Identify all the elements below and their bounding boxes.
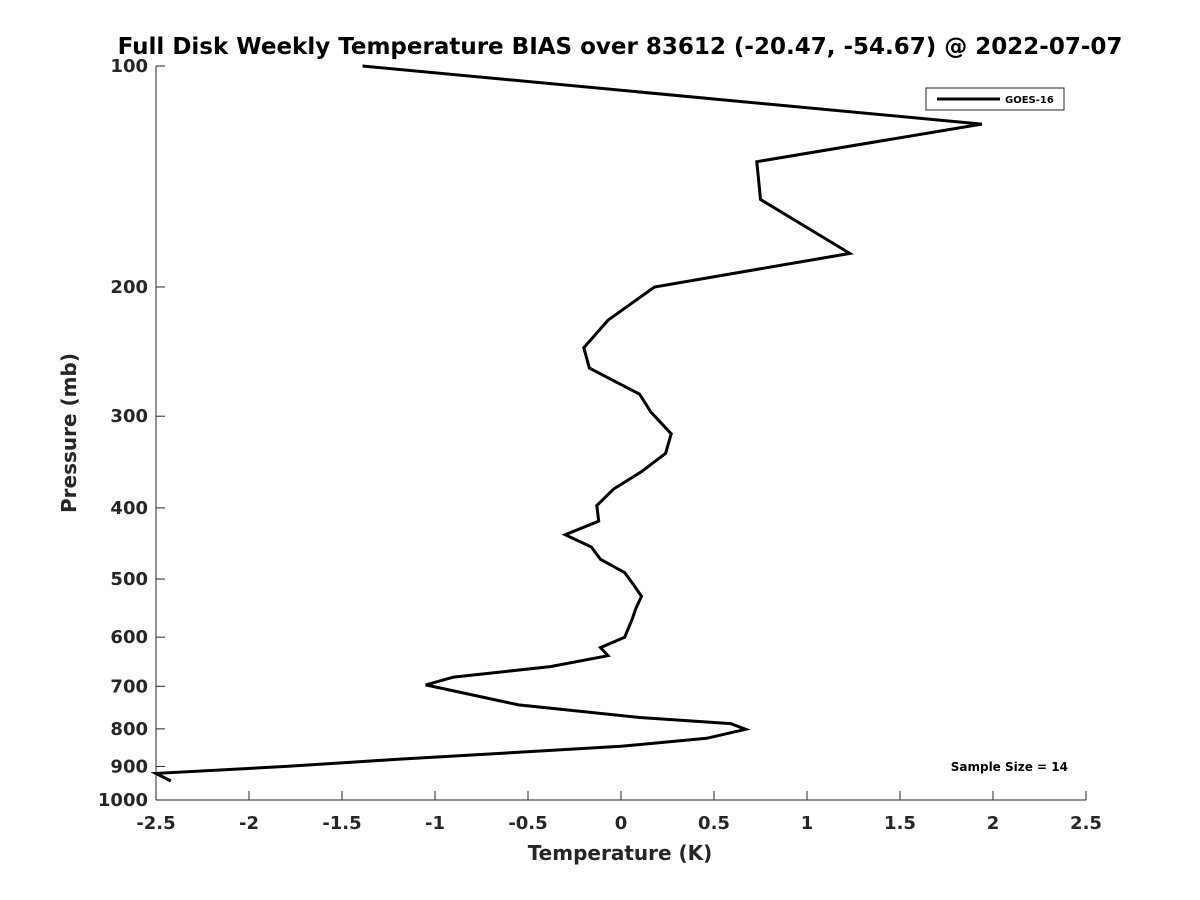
x-tick-label: -1.5: [322, 813, 361, 834]
series-group: [150, 64, 983, 783]
legend: GOES-16: [925, 87, 1065, 111]
x-tick-label: 0.5: [698, 813, 730, 834]
x-tick-label: 2.5: [1070, 813, 1102, 834]
y-tick-label: 400: [110, 498, 148, 519]
y-tick-label: 100: [110, 56, 148, 77]
y-tick-label: 200: [110, 277, 148, 298]
x-tick-label: -1: [425, 813, 445, 834]
x-tick-label: -0.5: [508, 813, 547, 834]
y-tick-label: 300: [110, 406, 148, 427]
axes: [155, 66, 1086, 801]
x-tick-label: -2: [239, 813, 259, 834]
y-tick-label: 600: [110, 627, 148, 648]
x-tick-label: 0: [615, 813, 628, 834]
x-tick-label: 1.5: [884, 813, 916, 834]
x-ticks: -2.5 -2 -1.5 -1 -0.5 0 0.5 1 1.5 2 2.5: [136, 791, 1102, 834]
y-tick-label: 800: [110, 719, 148, 740]
x-tick-label: -2.5: [136, 813, 175, 834]
legend-entry-goes-16: GOES-16: [1005, 95, 1054, 106]
y-tick-label: 900: [110, 756, 148, 777]
y-tick-label: 700: [110, 676, 148, 697]
x-axis-label: Temperature (K): [528, 841, 713, 865]
y-axis-label: Pressure (mb): [57, 353, 81, 513]
y-tick-label: 1000: [98, 790, 148, 811]
y-ticks: 100 200 300 400 500 600 700 800 900 1000: [98, 56, 165, 811]
sample-size-annotation: Sample Size = 14: [951, 760, 1068, 774]
chart-title: Full Disk Weekly Temperature BIAS over 8…: [118, 34, 1123, 60]
series-line-goes-16: [150, 64, 983, 783]
x-tick-label: 1: [801, 813, 814, 834]
y-tick-label: 500: [110, 569, 148, 590]
x-tick-label: 2: [987, 813, 1000, 834]
